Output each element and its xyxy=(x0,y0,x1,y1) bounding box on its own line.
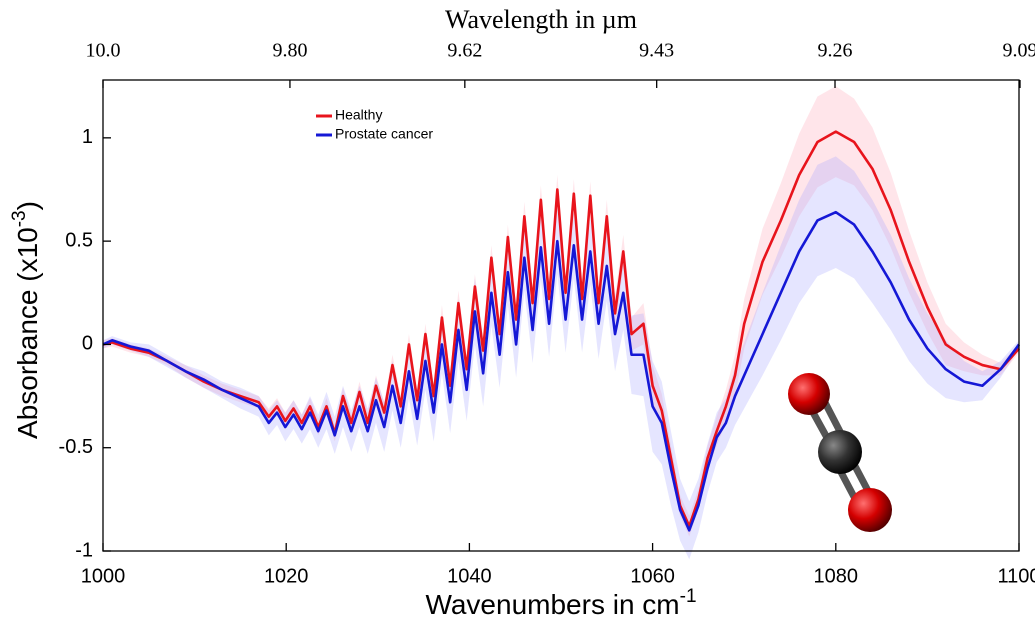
spectrum-line xyxy=(102,210,1021,532)
x-tick-label: 1080 xyxy=(814,565,859,587)
y-tick-label: -1 xyxy=(75,539,93,561)
x-tick-label: 1000 xyxy=(81,565,126,587)
oxygen-atom xyxy=(788,373,830,415)
y-label-text: Absorbance (x10 xyxy=(12,227,43,439)
y-tick-label: -0.5 xyxy=(59,436,93,458)
legend-label: Prostate cancer xyxy=(335,126,433,142)
legend-label: Healthy xyxy=(335,107,382,123)
axes-frame xyxy=(102,79,1020,552)
x2-tick-label: 9.80 xyxy=(272,40,307,62)
y-tick-label: 0.5 xyxy=(65,229,93,251)
y-tick-label: 0 xyxy=(82,333,93,355)
molecule xyxy=(788,373,892,532)
x2-tick-label: 9.43 xyxy=(639,40,674,62)
std-band xyxy=(103,156,1019,560)
y-axis-label: Absorbance (x10-3) xyxy=(9,201,43,439)
y-tick-label: 1 xyxy=(82,126,93,148)
x-label-text: Wavenumbers in cm xyxy=(425,589,679,620)
x-tick-label: 1060 xyxy=(630,565,675,587)
x-label-sup: -1 xyxy=(680,586,697,607)
x-axis-label: Wavenumbers in cm-1 xyxy=(425,586,696,620)
y-label-end: ) xyxy=(12,201,43,210)
top-axis-title: Wavelength in µm xyxy=(445,5,637,34)
x2-tick-label: 9.09 xyxy=(1003,40,1035,62)
x2-tick-label: 10.0 xyxy=(86,40,121,62)
spectrum-line xyxy=(102,130,1020,528)
x2-tick-label: 9.62 xyxy=(447,40,482,62)
x-tick-label: 1020 xyxy=(264,565,309,587)
x-tick-label: 1100 xyxy=(997,565,1035,587)
carbon-atom xyxy=(818,430,862,474)
y-label-sup: -3 xyxy=(9,210,30,227)
plot-area: 1000 1020 1040 1060 1080 1100 1 0.5 0 -0.5 -1 10.0 9… xyxy=(59,40,1035,588)
x2-tick-label: 9.26 xyxy=(818,40,853,62)
oxygen-atom xyxy=(848,488,892,532)
x-tick-label: 1040 xyxy=(447,565,492,587)
